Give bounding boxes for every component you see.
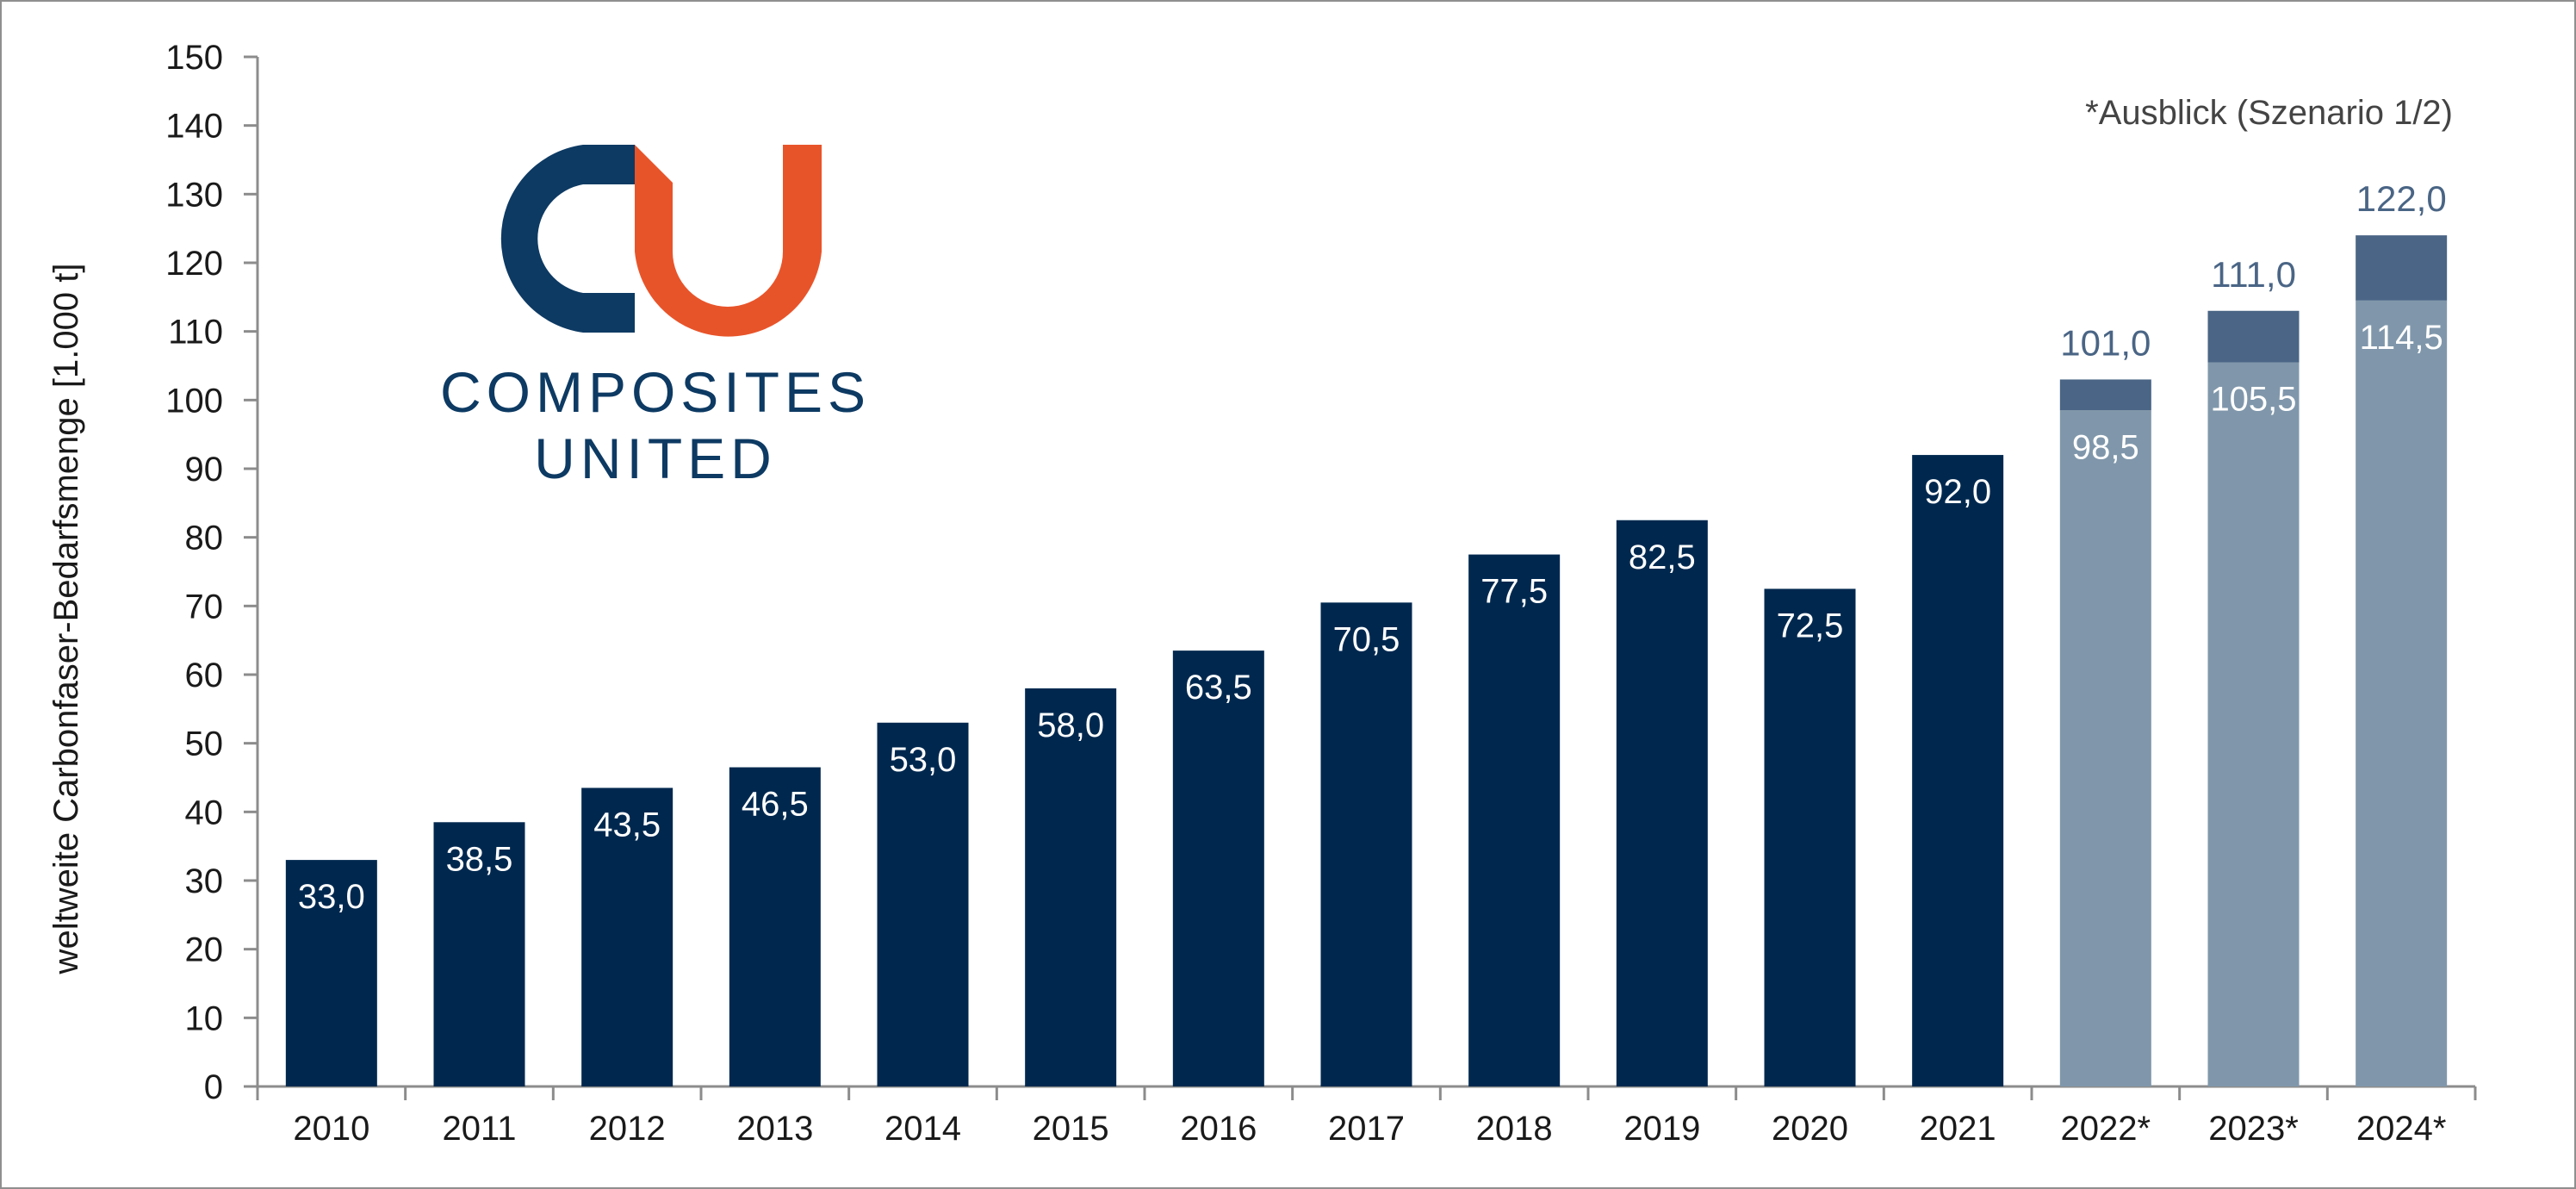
bars — [285, 235, 2448, 1087]
data-label: 92,0 — [1924, 473, 1991, 511]
y-tick-label: 150 — [165, 39, 223, 77]
x-tick-label: 2010 — [293, 1110, 369, 1148]
data-label-upper: 101,0 — [2060, 322, 2151, 363]
bar — [1616, 520, 1708, 1086]
y-tick-label: 70 — [185, 588, 224, 626]
bar-outlook-base — [2059, 410, 2151, 1086]
x-tick-label: 2023* — [2208, 1110, 2299, 1148]
y-tick-label: 10 — [185, 999, 224, 1037]
data-label: 33,0 — [298, 878, 365, 916]
bar-outlook-base — [2207, 362, 2300, 1086]
bar — [1025, 688, 1117, 1086]
bar — [1764, 588, 1856, 1086]
y-tick-label: 30 — [185, 862, 224, 900]
data-label: 63,5 — [1185, 669, 1252, 707]
y-axis: 0 10 20 30 40 50 60 70 80 90 100 110 120 130 140 150 — [165, 39, 259, 1106]
bar — [877, 722, 969, 1086]
bar — [729, 767, 821, 1086]
bar-outlook-upper — [2207, 310, 2300, 363]
data-label: 72,5 — [1777, 607, 1844, 644]
data-label: 53,0 — [890, 741, 957, 779]
x-tick-label: 2020 — [1772, 1110, 1848, 1148]
bar — [1172, 651, 1264, 1086]
bar — [433, 822, 525, 1086]
x-tick-label: 2014 — [885, 1110, 961, 1148]
data-label: 70,5 — [1333, 620, 1400, 658]
outlook-note: *Ausblick (Szenario 1/2) — [2085, 94, 2453, 132]
data-label: 46,5 — [742, 786, 809, 824]
y-tick-label: 110 — [168, 314, 223, 352]
data-label: 98,5 — [2072, 428, 2139, 466]
x-tick-label: 2022* — [2061, 1110, 2151, 1148]
y-tick-label: 120 — [165, 245, 223, 283]
x-tick-label: 2024* — [2356, 1110, 2447, 1148]
data-labels: 33,0 38,5 43,5 46,5 53,0 58,0 63,5 70,5 77,5 82,5… — [298, 178, 2447, 916]
x-tick-label: 2017 — [1328, 1110, 1405, 1148]
bar-outlook-upper — [2356, 235, 2448, 301]
logo-c-shape — [500, 145, 635, 333]
x-tick-label: 2012 — [589, 1110, 666, 1148]
y-tick-label: 80 — [185, 520, 224, 557]
y-tick-label: 140 — [165, 108, 223, 146]
y-tick-label: 130 — [165, 176, 223, 214]
x-tick-label: 2018 — [1476, 1110, 1553, 1148]
x-tick-label: 2015 — [1033, 1110, 1109, 1148]
y-tick-label: 60 — [185, 657, 224, 694]
logo-text-united: UNITED — [534, 426, 777, 490]
y-tick-label: 40 — [185, 794, 224, 831]
data-label: 77,5 — [1480, 573, 1548, 611]
x-tick-label: 2021 — [1920, 1110, 1996, 1148]
y-tick-label: 0 — [204, 1068, 223, 1106]
bar-outlook-base — [2356, 300, 2448, 1087]
data-label: 82,5 — [1629, 538, 1696, 576]
data-label-upper: 111,0 — [2211, 254, 2296, 295]
x-tick-label: 2011 — [442, 1110, 516, 1148]
logo-text-composites: COMPOSITES — [440, 360, 871, 424]
x-axis: 2010 2011 2012 2013 2014 2015 2016 2017 2018 2019… — [256, 1085, 2477, 1148]
logo-u-shape — [635, 145, 822, 337]
y-tick-label: 100 — [165, 382, 223, 420]
bar — [1468, 554, 1561, 1086]
data-label: 114,5 — [2360, 319, 2443, 357]
x-tick-label: 2016 — [1180, 1110, 1257, 1148]
bar — [581, 787, 673, 1086]
y-tick-label: 50 — [185, 725, 224, 763]
y-axis-title: weltweite Carbonfaser-Bedarfsmenge [1.00… — [47, 264, 85, 975]
data-label: 105,5 — [2210, 381, 2296, 419]
y-tick-label: 20 — [185, 931, 224, 969]
data-label: 38,5 — [446, 840, 513, 878]
bar-outlook-upper — [2059, 379, 2151, 411]
data-label-upper: 122,0 — [2356, 178, 2447, 219]
composites-united-logo: COMPOSITES UNITED — [440, 145, 871, 490]
logo-mark — [500, 145, 822, 337]
data-label: 58,0 — [1037, 707, 1104, 744]
bar — [1912, 455, 2004, 1086]
bar — [285, 860, 377, 1086]
bar — [1320, 602, 1412, 1086]
y-tick-label: 90 — [185, 451, 224, 489]
x-tick-label: 2019 — [1623, 1110, 1700, 1148]
data-label: 43,5 — [593, 806, 661, 844]
x-tick-label: 2013 — [736, 1110, 813, 1148]
